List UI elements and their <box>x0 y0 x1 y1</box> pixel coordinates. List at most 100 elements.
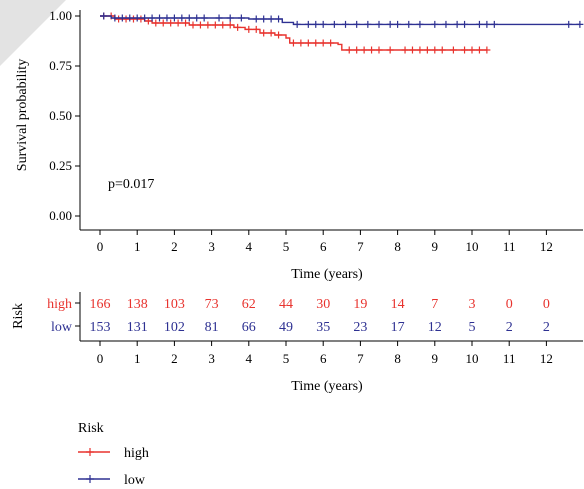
censor-mark <box>416 20 424 28</box>
censor-mark <box>137 15 145 23</box>
censor-mark <box>297 39 305 47</box>
y-tick-label: 0.25 <box>49 158 72 173</box>
table-x-tick-label: 8 <box>394 351 401 366</box>
table-x-tick-label: 2 <box>171 351 178 366</box>
x-tick-label: 5 <box>283 239 290 254</box>
censor-mark <box>405 20 413 28</box>
censor-mark <box>483 20 491 28</box>
y-tick-label: 1.00 <box>49 8 72 23</box>
censor-mark <box>126 14 134 22</box>
km-plot: 0.00 0.25 0.50 0.75 1.00 Survival probability… <box>15 8 583 282</box>
risk-count: 66 <box>242 320 256 335</box>
censor-mark <box>312 39 320 47</box>
x-tick-label: 9 <box>432 239 439 254</box>
risk-count: 3 <box>469 297 476 312</box>
risk-count: 138 <box>127 297 148 312</box>
legend-entry-high: high <box>78 446 149 461</box>
censor-mark <box>364 20 372 28</box>
x-axis-label: Time (years) <box>291 267 363 282</box>
censor-mark <box>152 19 160 27</box>
risk-count: 2 <box>506 320 513 335</box>
risk-count: 19 <box>353 297 367 312</box>
censor-mark <box>431 20 439 28</box>
censor-mark <box>115 15 123 23</box>
censor-mark <box>576 20 584 28</box>
risk-count: 17 <box>391 320 405 335</box>
p-value-annotation: p=0.017 <box>108 177 154 192</box>
table-x-tick-label: 4 <box>246 351 253 366</box>
censor-mark <box>453 20 461 28</box>
risk-count: 102 <box>164 320 185 335</box>
censor-mark <box>312 20 320 28</box>
legend: Risk high low <box>78 421 149 488</box>
table-row-label-high: high <box>47 297 72 312</box>
censor-mark <box>490 20 498 28</box>
censor-mark <box>260 15 268 23</box>
x-tick-label: 12 <box>540 239 553 254</box>
x-tick-label: 8 <box>394 239 401 254</box>
legend-entry-low: low <box>78 473 146 488</box>
censor-mark <box>219 21 227 29</box>
table-x-tick-label: 1 <box>134 351 141 366</box>
censor-mark <box>275 15 283 23</box>
censor-mark <box>252 25 260 33</box>
x-tick-label: 0 <box>97 239 104 254</box>
censor-mark <box>353 20 361 28</box>
risk-count: 73 <box>205 297 219 312</box>
table-x-tick-label: 7 <box>357 351 364 366</box>
censor-mark <box>416 46 424 54</box>
table-x-tick-label: 6 <box>320 351 327 366</box>
risk-count: 49 <box>279 320 293 335</box>
censor-mark <box>483 46 491 54</box>
risk-count: 103 <box>164 297 185 312</box>
curve-low <box>100 12 584 28</box>
censor-mark <box>267 15 275 23</box>
risk-count: 12 <box>428 320 442 335</box>
table-x-tick-label: 12 <box>540 351 553 366</box>
risk-count: 153 <box>90 320 111 335</box>
legend-marker <box>86 448 94 456</box>
censor-mark <box>475 46 483 54</box>
x-tick-label: 4 <box>246 239 253 254</box>
x-tick-label: 1 <box>134 239 141 254</box>
page-corner-fold <box>0 0 66 66</box>
censor-mark <box>118 14 126 22</box>
censor-mark <box>189 21 197 29</box>
censor-mark <box>304 39 312 47</box>
censor-mark <box>196 21 204 29</box>
censor-mark <box>129 15 137 23</box>
legend-label: high <box>124 446 149 461</box>
table-row-axis-label: Risk <box>11 303 26 329</box>
table-x-tick-label: 3 <box>208 351 215 366</box>
censor-mark <box>178 14 186 22</box>
table-x-axis-label: Time (years) <box>291 379 363 394</box>
risk-count: 7 <box>431 297 438 312</box>
y-axis-label: Survival probability <box>15 59 30 171</box>
censor-mark <box>193 14 201 22</box>
risk-count: 0 <box>543 297 550 312</box>
risk-count: 5 <box>469 320 476 335</box>
censor-mark <box>401 46 409 54</box>
censor-mark <box>431 46 439 54</box>
censor-mark <box>170 14 178 22</box>
censor-mark <box>360 46 368 54</box>
censor-mark <box>345 46 353 54</box>
legend-title: Risk <box>78 421 104 436</box>
censor-mark <box>237 14 245 22</box>
censor-mark <box>461 20 469 28</box>
y-tick-label: 0.75 <box>49 58 72 73</box>
y-tick-label: 0.00 <box>49 208 72 223</box>
censor-mark <box>211 21 219 29</box>
risk-count: 14 <box>391 297 405 312</box>
censor-mark <box>386 20 394 28</box>
censor-mark <box>468 46 476 54</box>
censor-mark <box>148 14 156 22</box>
censor-mark <box>275 31 283 39</box>
x-tick-label: 10 <box>466 239 479 254</box>
x-tick-label: 3 <box>208 239 215 254</box>
risk-count: 44 <box>279 297 293 312</box>
risk-count: 0 <box>506 297 513 312</box>
censor-mark <box>226 14 234 22</box>
